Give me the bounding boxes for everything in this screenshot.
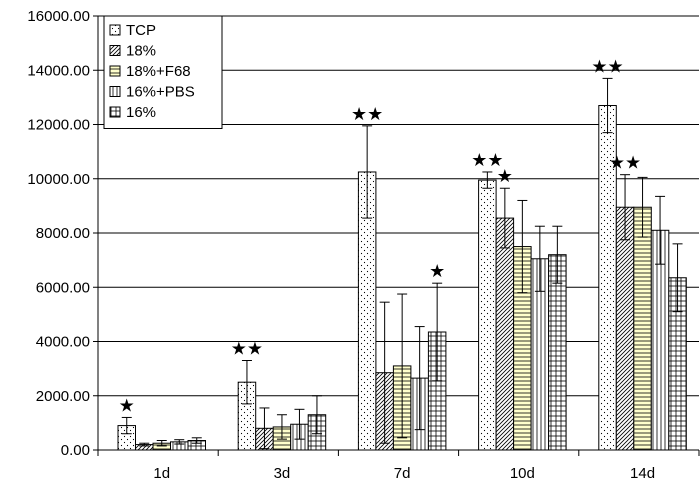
x-tick-label: 10d xyxy=(510,465,535,482)
significance-star: ★★ xyxy=(351,104,383,124)
y-tick-label: 2000.00 xyxy=(36,388,90,405)
bar-14d-18-F68 xyxy=(633,206,652,451)
significance-star: ★★ xyxy=(471,150,503,170)
y-tick-label: 14000.00 xyxy=(27,62,90,79)
legend-swatch xyxy=(109,24,121,36)
significance-markers: ★★★★★★★★★★★★★ xyxy=(119,56,642,415)
legend-swatch xyxy=(109,65,121,77)
y-tick-label: 4000.00 xyxy=(36,334,90,351)
x-tick-label: 7d xyxy=(394,465,411,482)
significance-star: ★ xyxy=(429,261,445,281)
legend-label: 16%+PBS xyxy=(126,84,195,101)
x-tick-label: 1d xyxy=(153,465,170,482)
bar-10d-16- xyxy=(548,254,567,451)
y-tick-label: 10000.00 xyxy=(27,171,90,188)
y-tick-label: 16000.00 xyxy=(27,8,90,25)
significance-star: ★★ xyxy=(231,338,263,358)
axes: 0.00 2000.00 4000.00 6000.00 8000.00 10000.00… xyxy=(27,8,700,482)
legend-box xyxy=(103,15,223,129)
bar-10d-18- xyxy=(495,217,515,451)
legend-swatch xyxy=(109,86,121,97)
bar-10d-TCP xyxy=(478,179,497,451)
significance-star: ★ xyxy=(119,395,135,415)
legend-label: 16% xyxy=(126,104,156,121)
bar-14d-18- xyxy=(615,206,635,451)
x-tick-label: 14d xyxy=(630,465,655,482)
x-tick-label: 3d xyxy=(274,465,291,482)
y-tick-label: 6000.00 xyxy=(36,279,90,296)
y-tick-label: 8000.00 xyxy=(36,225,90,242)
y-tick-label: 0.00 xyxy=(61,442,90,459)
error-bars xyxy=(121,77,683,450)
legend-swatch xyxy=(109,45,121,56)
legend-label: 18%+F68 xyxy=(126,63,191,80)
significance-star: ★★ xyxy=(609,153,641,173)
significance-star: ★ xyxy=(497,166,513,186)
significance-star: ★★ xyxy=(591,56,623,76)
legend: TCP 18% 18%+F68 16%+PBS 16% xyxy=(103,15,223,129)
legend-swatch xyxy=(109,106,121,118)
y-tick-label: 12000.00 xyxy=(27,117,90,134)
legend-label: TCP xyxy=(126,22,156,39)
legend-label: 18% xyxy=(126,43,156,60)
